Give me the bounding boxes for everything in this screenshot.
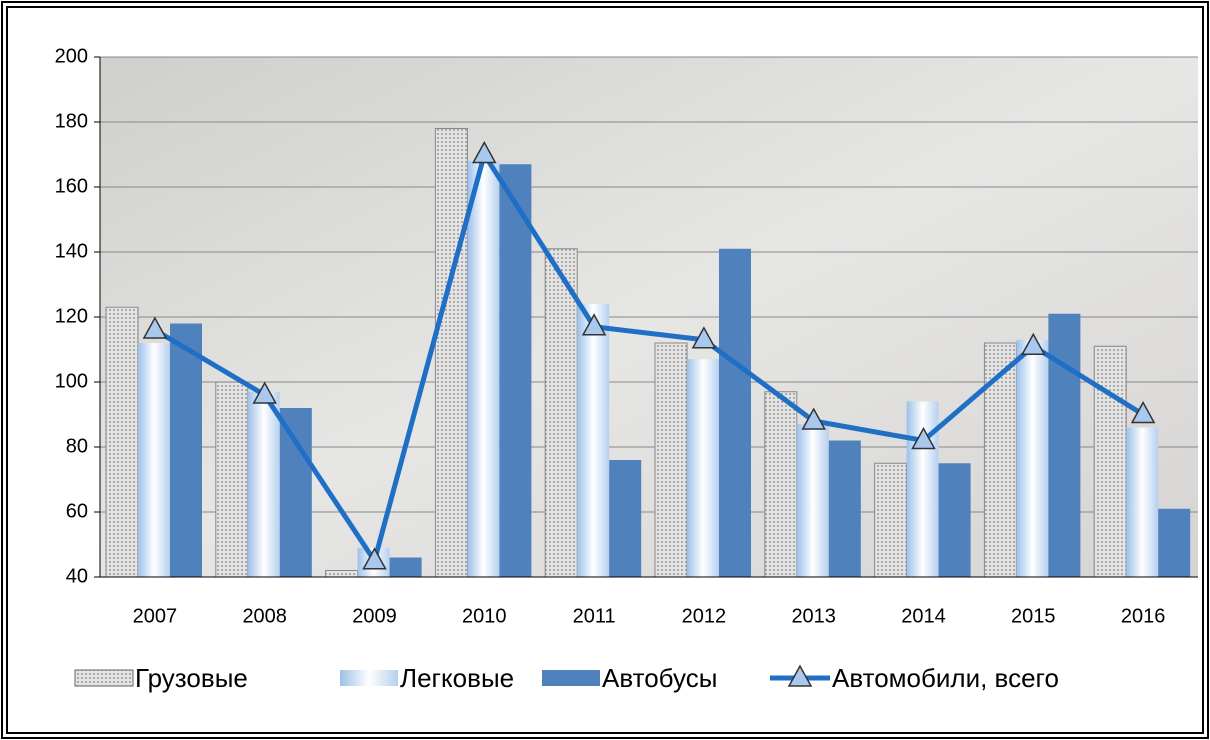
x-tick-label: 2007 (133, 605, 178, 627)
x-tick-label: 2016 (1121, 605, 1166, 627)
bar (279, 408, 312, 577)
bar (138, 343, 170, 577)
x-tick-label: 2008 (242, 605, 287, 627)
bar (687, 359, 719, 577)
x-tick-label: 2012 (682, 605, 727, 627)
x-tick-label: 2009 (352, 605, 397, 627)
y-tick-label: 40 (66, 565, 88, 587)
bar (609, 460, 642, 577)
y-tick-label: 160 (55, 175, 88, 197)
line-marker (362, 547, 387, 570)
bar (577, 304, 610, 577)
legend-label: Грузовые (135, 663, 248, 693)
line-marker (1130, 400, 1156, 424)
legend-label: Легковые (400, 663, 514, 693)
bar (1126, 427, 1159, 577)
bar (1093, 345, 1127, 578)
line-marker (581, 313, 607, 336)
bar (105, 306, 139, 578)
legend-label: Автомобили, всего (832, 663, 1059, 693)
legend-label: Автобусы (602, 663, 717, 693)
legend-swatch (787, 664, 813, 687)
bar (247, 391, 280, 577)
bar (906, 401, 939, 577)
x-tick-label: 2013 (791, 605, 836, 627)
bar (499, 164, 532, 577)
y-tick-label: 120 (55, 305, 88, 327)
x-tick-label: 2011 (573, 605, 616, 627)
x-tick-label: 2015 (1011, 605, 1056, 627)
line-marker (1021, 332, 1046, 355)
legend: Грузовые Легковые Автобусы Автомобили, всег… (74, 663, 1059, 693)
bar (467, 161, 500, 577)
y-tick-label: 200 (55, 45, 88, 67)
bar (874, 462, 908, 578)
line-marker (691, 326, 717, 349)
x-tick-label: 2010 (462, 605, 507, 627)
line (153, 148, 1145, 567)
y-tick-label: 100 (55, 370, 88, 392)
bar (796, 424, 829, 577)
bar (938, 463, 971, 577)
bar (544, 248, 578, 578)
bar (983, 342, 1017, 578)
bar (1048, 313, 1081, 577)
bar (434, 128, 468, 578)
line-marker (911, 426, 936, 450)
line-marker (801, 407, 826, 430)
bar (170, 323, 202, 577)
y-tick-label: 80 (66, 435, 88, 457)
y-tick-label: 140 (55, 240, 88, 262)
line-marker (472, 140, 497, 164)
bar (389, 557, 422, 577)
x-tick-label: 2014 (901, 605, 946, 627)
frame (6, 6, 1204, 734)
y-tick-label: 180 (55, 110, 88, 132)
bar (828, 440, 861, 577)
line-marker (142, 316, 168, 339)
legend-swatch (74, 669, 134, 687)
legend-swatch (340, 670, 398, 686)
bar (325, 570, 359, 578)
bar (764, 391, 798, 578)
line-marker (252, 381, 277, 404)
y-tick-label: 60 (66, 500, 88, 522)
bar (1158, 508, 1191, 577)
bar (215, 381, 249, 578)
bar (719, 248, 751, 577)
bar (1016, 339, 1049, 577)
bar (654, 342, 688, 578)
legend-swatch (542, 670, 600, 686)
